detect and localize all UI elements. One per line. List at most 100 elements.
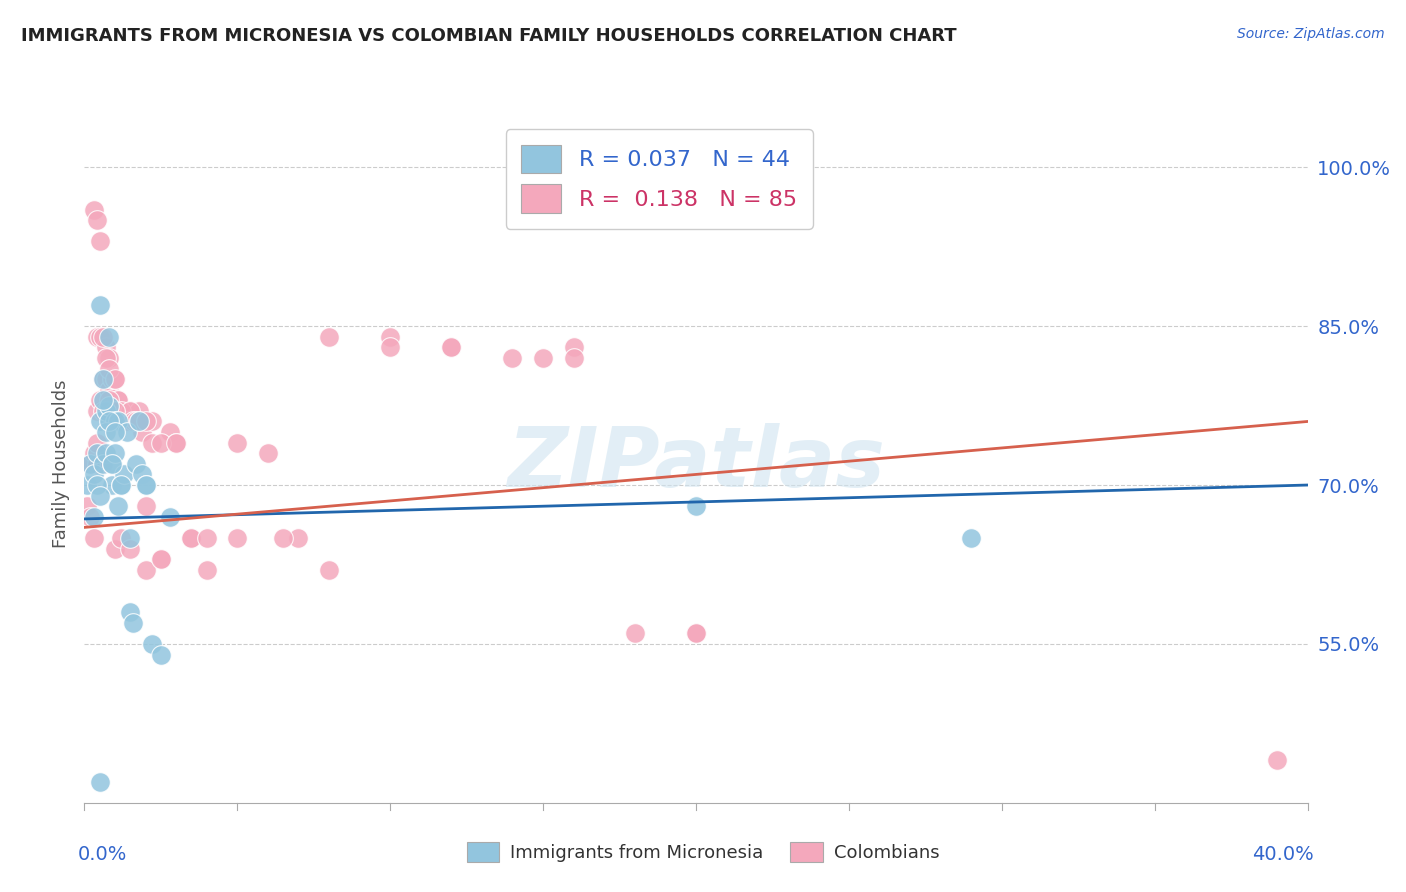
Point	[94, 340, 117, 354]
Point	[91, 372, 114, 386]
Point	[76, 478, 98, 492]
Point	[195, 563, 218, 577]
Point	[128, 414, 150, 429]
Point	[91, 372, 114, 386]
Point	[94, 372, 117, 386]
Point	[89, 393, 111, 408]
Point	[135, 414, 157, 429]
Point	[122, 615, 145, 630]
Point	[624, 626, 647, 640]
Point	[685, 626, 707, 640]
Point	[86, 404, 108, 418]
Point	[89, 774, 111, 789]
Point	[86, 213, 108, 227]
Point	[135, 478, 157, 492]
Point	[104, 414, 127, 429]
Point	[101, 457, 124, 471]
Point	[128, 404, 150, 418]
Point	[131, 467, 153, 482]
Point	[159, 509, 181, 524]
Point	[86, 330, 108, 344]
Point	[257, 446, 280, 460]
Point	[83, 531, 105, 545]
Text: IMMIGRANTS FROM MICRONESIA VS COLOMBIAN FAMILY HOUSEHOLDS CORRELATION CHART: IMMIGRANTS FROM MICRONESIA VS COLOMBIAN …	[21, 27, 956, 45]
Point	[165, 435, 187, 450]
Point	[135, 563, 157, 577]
Point	[149, 435, 172, 450]
Point	[531, 351, 554, 365]
Point	[318, 563, 340, 577]
Point	[97, 330, 120, 344]
Point	[685, 499, 707, 513]
Point	[94, 446, 117, 460]
Point	[226, 435, 249, 450]
Point	[94, 404, 117, 418]
Point	[110, 404, 132, 418]
Point	[83, 202, 105, 217]
Point	[440, 340, 463, 354]
Point	[89, 330, 111, 344]
Point	[83, 509, 105, 524]
Point	[97, 361, 120, 376]
Point	[101, 457, 124, 471]
Point	[120, 404, 142, 418]
Point	[115, 425, 138, 439]
Point	[110, 478, 132, 492]
Point	[79, 457, 101, 471]
Point	[380, 340, 402, 354]
Point	[89, 235, 111, 249]
Point	[101, 404, 124, 418]
Point	[104, 372, 127, 386]
Point	[131, 425, 153, 439]
Point	[91, 404, 114, 418]
Point	[91, 330, 114, 344]
Point	[195, 531, 218, 545]
Point	[562, 351, 585, 365]
Point	[79, 509, 101, 524]
Point	[120, 605, 142, 619]
Point	[94, 425, 117, 439]
Y-axis label: Family Households: Family Households	[52, 380, 70, 548]
Point	[1265, 753, 1288, 767]
Point	[86, 478, 108, 492]
Point	[110, 478, 132, 492]
Point	[380, 330, 402, 344]
Point	[120, 404, 142, 418]
Point	[318, 330, 340, 344]
Point	[86, 457, 108, 471]
Point	[83, 446, 105, 460]
Point	[112, 467, 135, 482]
Point	[149, 648, 172, 662]
Point	[89, 489, 111, 503]
Point	[180, 531, 202, 545]
Point	[149, 552, 172, 566]
Point	[159, 425, 181, 439]
Point	[165, 435, 187, 450]
Point	[128, 414, 150, 429]
Text: 40.0%: 40.0%	[1251, 846, 1313, 864]
Point	[141, 435, 163, 450]
Point	[89, 414, 111, 429]
Point	[271, 531, 294, 545]
Point	[562, 340, 585, 354]
Point	[226, 531, 249, 545]
Point	[104, 541, 127, 556]
Point	[115, 414, 138, 429]
Point	[685, 626, 707, 640]
Point	[440, 340, 463, 354]
Point	[97, 383, 120, 397]
Text: ZIPatlas: ZIPatlas	[508, 424, 884, 504]
Point	[97, 351, 120, 365]
Point	[107, 414, 129, 429]
Point	[112, 414, 135, 429]
Point	[79, 457, 101, 471]
Point	[104, 425, 127, 439]
Point	[135, 499, 157, 513]
Point	[110, 404, 132, 418]
Point	[107, 393, 129, 408]
Point	[101, 404, 124, 418]
Point	[125, 457, 148, 471]
Point	[101, 478, 124, 492]
Text: 0.0%: 0.0%	[79, 846, 128, 864]
Point	[97, 393, 120, 408]
